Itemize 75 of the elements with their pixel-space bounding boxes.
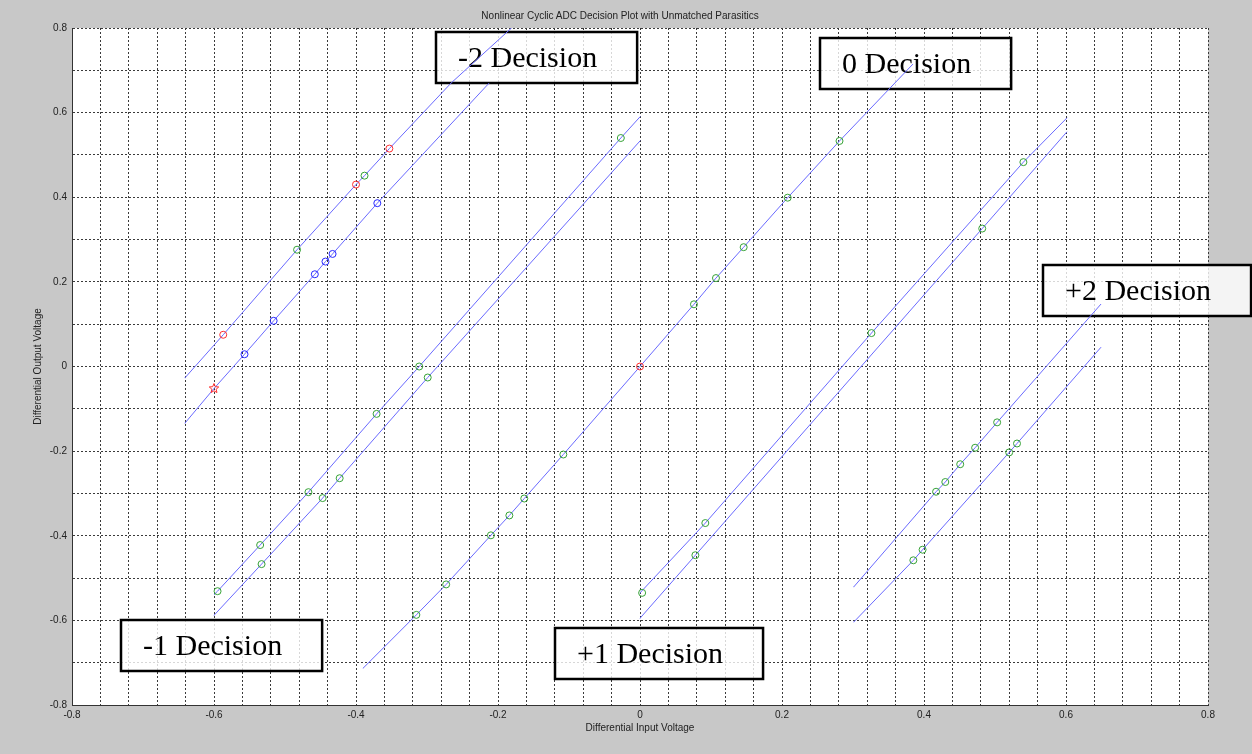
point bbox=[1005, 448, 1014, 457]
point bbox=[412, 610, 421, 619]
point bbox=[505, 511, 514, 520]
point bbox=[335, 474, 344, 483]
x-axis-title: Differential Input Voltage bbox=[585, 721, 695, 733]
point bbox=[486, 531, 495, 540]
point bbox=[360, 171, 369, 180]
x-tick-label: 0.6 bbox=[1059, 708, 1074, 720]
x-tick-label: 0.2 bbox=[775, 708, 790, 720]
point bbox=[978, 224, 987, 233]
point bbox=[689, 300, 698, 309]
y-tick-label: -0.8 bbox=[49, 698, 68, 710]
annotation: -2 Decision bbox=[458, 40, 598, 74]
point bbox=[783, 193, 792, 202]
point bbox=[256, 541, 265, 550]
y-tick-label: -0.6 bbox=[49, 614, 68, 626]
point bbox=[352, 180, 360, 189]
point bbox=[559, 450, 568, 459]
point bbox=[956, 460, 965, 469]
point bbox=[385, 144, 394, 153]
point bbox=[636, 362, 644, 371]
y-tick-label: 0.2 bbox=[53, 275, 68, 287]
point bbox=[321, 257, 330, 266]
annotation: +1 Decision bbox=[577, 636, 724, 670]
y-tick-label: -0.2 bbox=[49, 444, 68, 456]
point bbox=[304, 488, 313, 497]
point bbox=[310, 270, 319, 279]
y-tick-label: 0.4 bbox=[53, 191, 68, 202]
annotation: -1 Decision bbox=[143, 628, 283, 662]
point bbox=[932, 487, 941, 496]
point bbox=[971, 443, 980, 452]
point bbox=[373, 199, 382, 208]
y-tick-label: 0.8 bbox=[53, 21, 68, 33]
point bbox=[993, 418, 1002, 427]
point bbox=[257, 560, 266, 569]
point bbox=[701, 519, 710, 528]
point bbox=[240, 350, 249, 359]
point bbox=[293, 245, 302, 254]
y-tick-label: 0 bbox=[61, 360, 68, 372]
point bbox=[616, 134, 625, 143]
y-tick-label: -0.4 bbox=[49, 529, 68, 541]
point bbox=[1013, 439, 1022, 448]
annotation: 0 Decision bbox=[842, 46, 972, 80]
point bbox=[372, 409, 381, 418]
point bbox=[318, 494, 327, 503]
x-tick-label: 0.4 bbox=[917, 708, 932, 720]
point bbox=[918, 545, 927, 554]
point bbox=[835, 136, 844, 145]
point bbox=[691, 551, 700, 560]
point bbox=[219, 330, 228, 339]
x-tick-label: -0.4 bbox=[347, 708, 366, 720]
point bbox=[208, 383, 220, 394]
point bbox=[909, 556, 918, 565]
y-tick-label: 0.6 bbox=[53, 106, 68, 118]
chart-title: Nonlinear Cyclic ADC Decision Plot with Unmatched Parasitics bbox=[481, 9, 759, 21]
point bbox=[867, 329, 876, 338]
x-tick-label: -0.8 bbox=[63, 708, 82, 720]
x-tick-label: 0 bbox=[637, 708, 644, 720]
point bbox=[711, 274, 720, 283]
point bbox=[423, 373, 432, 382]
point bbox=[941, 478, 950, 487]
point bbox=[269, 316, 278, 325]
point bbox=[520, 494, 529, 503]
point bbox=[415, 362, 424, 371]
point bbox=[442, 580, 451, 589]
point bbox=[328, 249, 337, 258]
point bbox=[638, 588, 647, 597]
point bbox=[739, 243, 748, 252]
point bbox=[1019, 158, 1028, 167]
point bbox=[213, 587, 222, 596]
x-tick-label: -0.6 bbox=[205, 708, 224, 720]
annotation: +2 Decision bbox=[1065, 273, 1212, 307]
x-tick-label: 0.8 bbox=[1201, 708, 1216, 720]
y-axis-title: Differential Output Voltage bbox=[31, 307, 43, 425]
x-tick-label: -0.2 bbox=[489, 708, 508, 720]
